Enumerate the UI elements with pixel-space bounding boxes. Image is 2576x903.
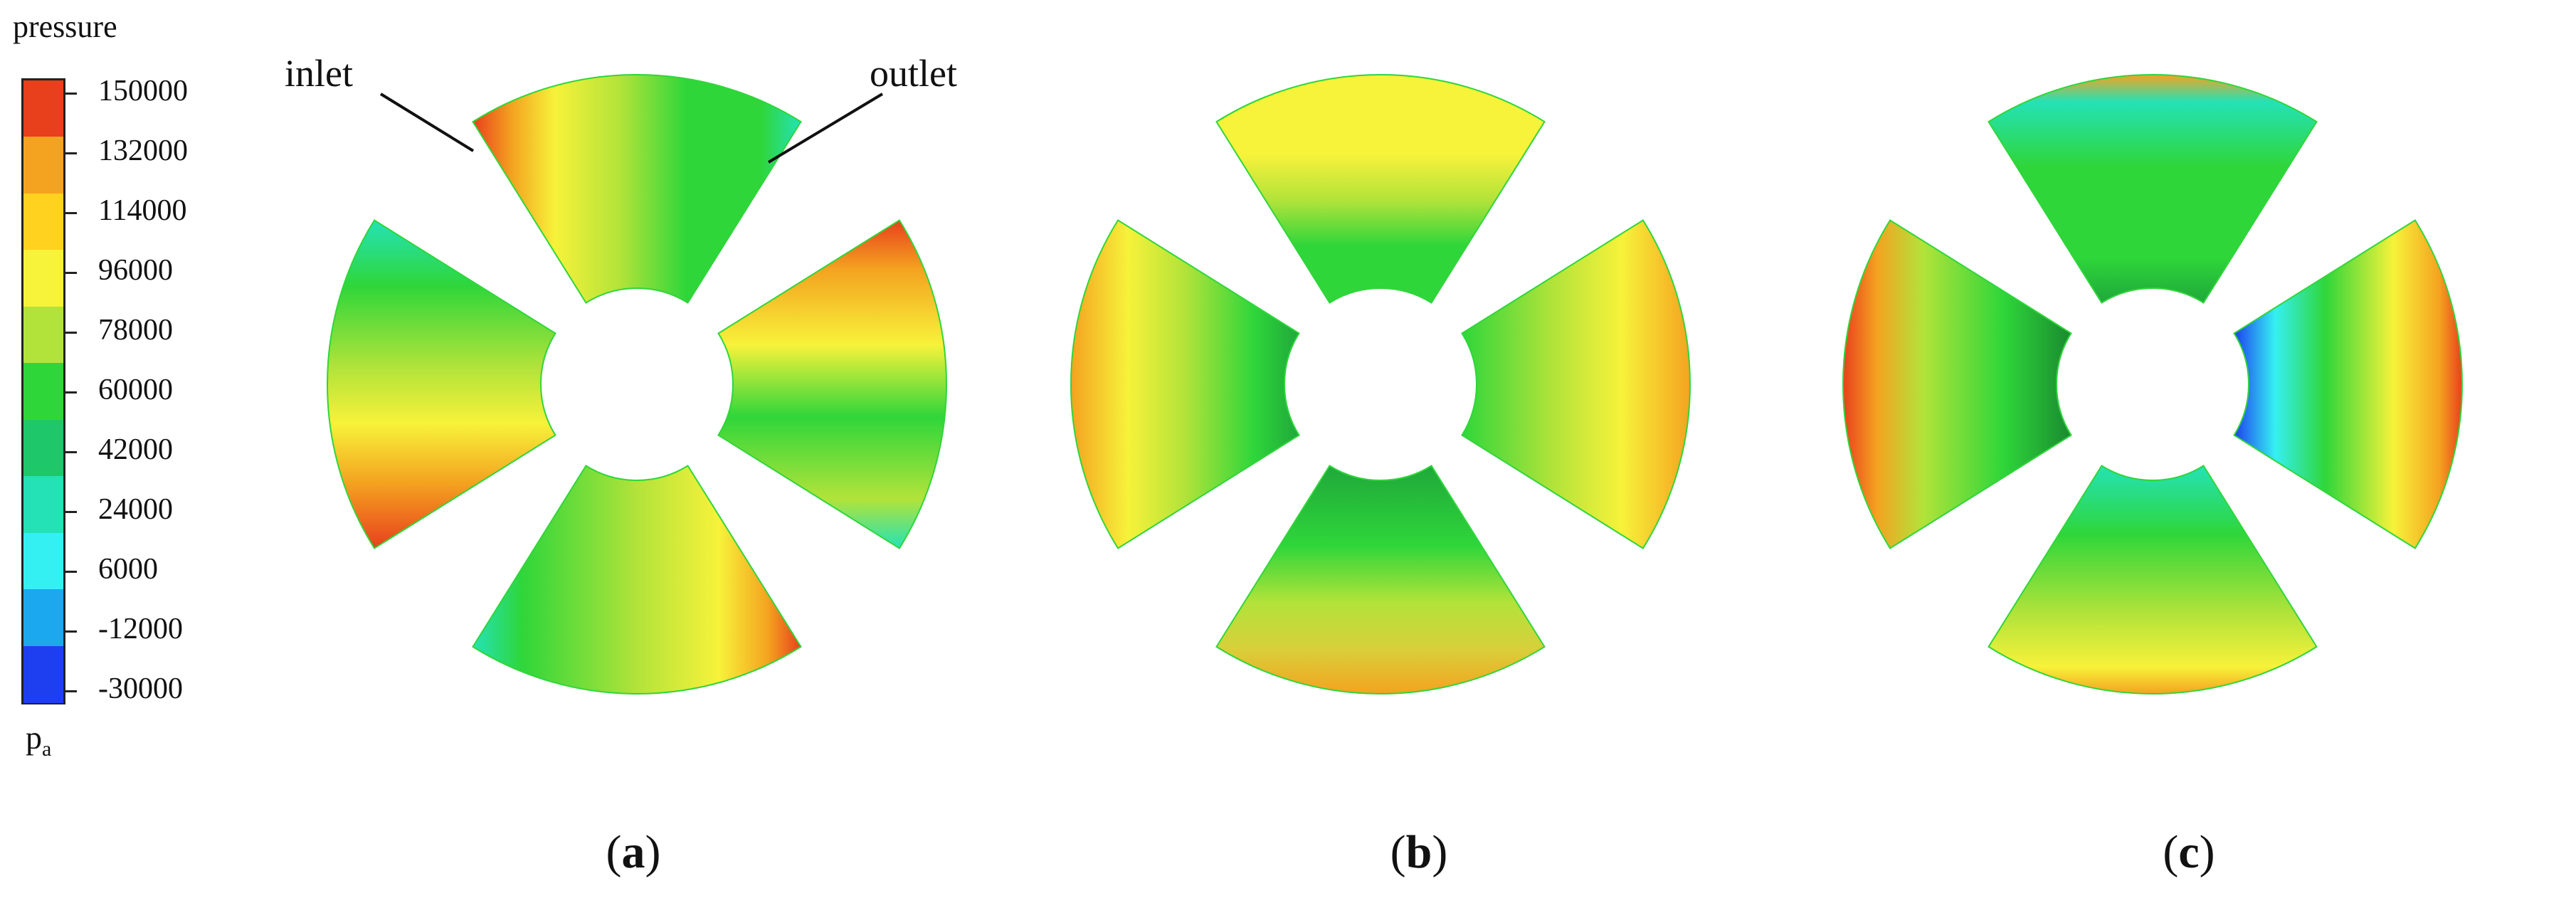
legend-swatch: [23, 476, 63, 534]
legend-tick-label: 6000: [98, 553, 158, 586]
panel-c: [1842, 74, 2463, 695]
legend-tick-mark: [65, 272, 77, 274]
caption-c-close: ): [2199, 826, 2215, 878]
legend-swatch: [23, 306, 63, 364]
caption-a-open: (: [606, 826, 622, 878]
blade-passage-bottom: [472, 465, 802, 695]
blade-passage-left: [327, 219, 556, 549]
panel-a: [327, 74, 947, 695]
legend-tick-mark: [65, 511, 77, 513]
legend-swatch: [23, 137, 63, 194]
legend-tick-label: 150000: [98, 75, 188, 107]
inlet-leader-line: [379, 93, 475, 152]
legend-tick-label: 24000: [98, 493, 173, 526]
legend-unit-subscript: a: [42, 737, 52, 761]
outlet-leader-line: [767, 93, 884, 164]
legend-swatch: [23, 419, 63, 477]
legend-swatch: [23, 645, 63, 703]
legend-tick-mark: [65, 152, 77, 154]
legend-tick-mark: [65, 630, 77, 633]
legend-swatch: [23, 589, 63, 647]
inlet-label: inlet: [285, 52, 353, 95]
legend-title: pressure: [13, 9, 117, 44]
legend-unit: pa: [26, 719, 51, 761]
legend-unit-symbol: p: [26, 719, 42, 756]
legend-swatch: [23, 80, 63, 138]
legend-swatch: [23, 532, 63, 591]
blade-passage-left: [1842, 219, 2072, 549]
legend-tick-label: -12000: [98, 613, 183, 645]
blade-passage-bottom: [1215, 465, 1546, 695]
caption-b-open: (: [1390, 826, 1406, 878]
caption-c-letter: c: [2178, 826, 2200, 878]
caption-c-open: (: [2163, 826, 2179, 878]
caption-b: (b): [1390, 825, 1448, 880]
blade-passage-top: [1988, 74, 2318, 304]
legend-tick-label: 132000: [98, 134, 188, 167]
legend-tick-label: 42000: [98, 433, 173, 466]
caption-a-letter: a: [621, 826, 645, 878]
caption-a-close: ): [645, 826, 661, 878]
caption-b-close: ): [1432, 826, 1448, 878]
legend-swatch: [23, 363, 63, 421]
caption-a: (a): [606, 825, 661, 880]
legend-tick-mark: [65, 212, 77, 214]
panel-b: [1070, 74, 1691, 695]
legend-tick-mark: [65, 571, 77, 573]
caption-c: (c): [2163, 825, 2215, 880]
legend-colorbar: [21, 78, 65, 704]
blade-passage-right: [717, 219, 947, 549]
legend-tick-mark: [65, 332, 77, 334]
legend-swatch: [23, 193, 63, 251]
legend-tick-label: 96000: [98, 254, 173, 287]
legend-tick-label: -30000: [98, 672, 183, 705]
blade-passage-top: [472, 74, 802, 304]
legend-tick-label: 114000: [98, 194, 187, 227]
legend-tick-mark: [65, 451, 77, 453]
legend-tick-mark: [65, 93, 77, 95]
blade-passage-top: [1215, 74, 1546, 304]
legend-swatch: [23, 250, 63, 307]
legend-tick-label: 78000: [98, 314, 173, 347]
legend-tick-mark: [65, 690, 77, 692]
legend-tick-label: 60000: [98, 374, 173, 406]
blade-passage-right: [1461, 219, 1691, 549]
blade-passage-left: [1070, 219, 1300, 549]
outlet-label: outlet: [870, 52, 957, 95]
legend-tick-mark: [65, 391, 77, 394]
caption-b-letter: b: [1405, 826, 1432, 878]
blade-passage-right: [2233, 219, 2463, 549]
blade-passage-bottom: [1988, 465, 2318, 695]
